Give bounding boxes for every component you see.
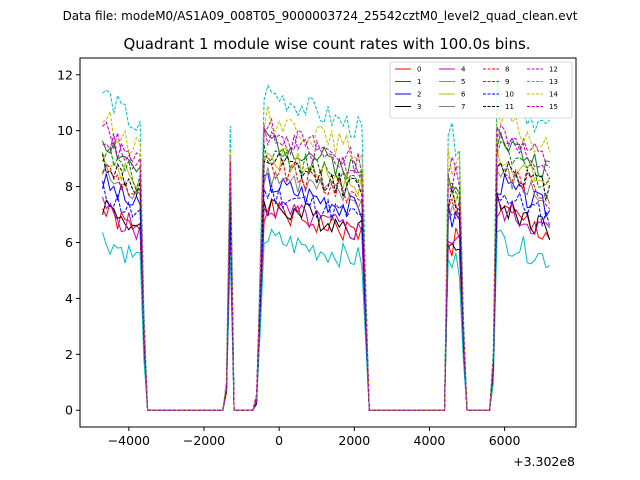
- x-tick-label: −2000: [183, 433, 225, 448]
- legend-label-0: 0: [417, 66, 421, 74]
- series-line-4: [102, 196, 551, 411]
- legend-label-8: 8: [505, 66, 509, 74]
- legend-label-3: 3: [417, 103, 421, 111]
- series-line-6: [102, 148, 551, 411]
- series-group: [102, 78, 551, 411]
- x-tick-label: 2000: [338, 433, 370, 448]
- y-tick-label: 6: [65, 235, 73, 250]
- legend-label-15: 15: [549, 103, 558, 111]
- x-tick-label: 4000: [414, 433, 446, 448]
- series-line-3: [102, 192, 551, 411]
- legend-label-4: 4: [461, 66, 466, 74]
- legend-label-6: 6: [461, 91, 466, 99]
- x-tick-label: −4000: [108, 433, 150, 448]
- series-line-11: [102, 151, 551, 411]
- legend-label-2: 2: [417, 91, 421, 99]
- y-tick-label: 12: [57, 67, 73, 82]
- series-line-2: [102, 172, 551, 411]
- legend-label-13: 13: [549, 78, 558, 86]
- legend-label-14: 14: [549, 91, 558, 99]
- legend-box: [389, 61, 573, 119]
- legend-label-12: 12: [549, 66, 558, 74]
- series-line-15: [102, 125, 551, 411]
- legend-label-5: 5: [461, 78, 465, 86]
- y-tick-label: 10: [57, 123, 73, 138]
- series-line-12: [102, 117, 550, 411]
- legend-label-7: 7: [461, 103, 465, 111]
- x-axis: −4000 −2000 0 2000 4000 6000: [108, 427, 521, 448]
- figure-suptitle: Data file: modeM0/AS1A09_008T05_90000037…: [63, 9, 578, 23]
- x-tick-label: 0: [275, 433, 283, 448]
- y-tick-label: 0: [65, 403, 73, 418]
- y-tick-label: 4: [65, 291, 73, 306]
- series-line-7: [102, 163, 551, 411]
- y-axis: 0 2 4 6 8 10 12: [57, 67, 80, 418]
- legend-label-1: 1: [417, 78, 421, 86]
- legend-label-11: 11: [505, 103, 514, 111]
- x-offset-label: +3.302e8: [513, 454, 575, 469]
- series-line-0: [102, 197, 551, 411]
- series-line-1: [102, 126, 550, 411]
- series-line-9: [102, 140, 550, 411]
- series-line-13: [102, 78, 551, 411]
- series-line-8: [102, 156, 551, 411]
- y-tick-label: 8: [65, 179, 73, 194]
- x-tick-label: 6000: [489, 433, 521, 448]
- legend-label-10: 10: [505, 91, 514, 99]
- y-tick-label: 2: [65, 347, 73, 362]
- series-line-5: [102, 228, 550, 411]
- legend-label-9: 9: [505, 78, 509, 86]
- plot-area: [79, 57, 577, 428]
- chart-title: Quadrant 1 module wise count rates with …: [123, 35, 530, 53]
- series-line-10: [102, 180, 551, 411]
